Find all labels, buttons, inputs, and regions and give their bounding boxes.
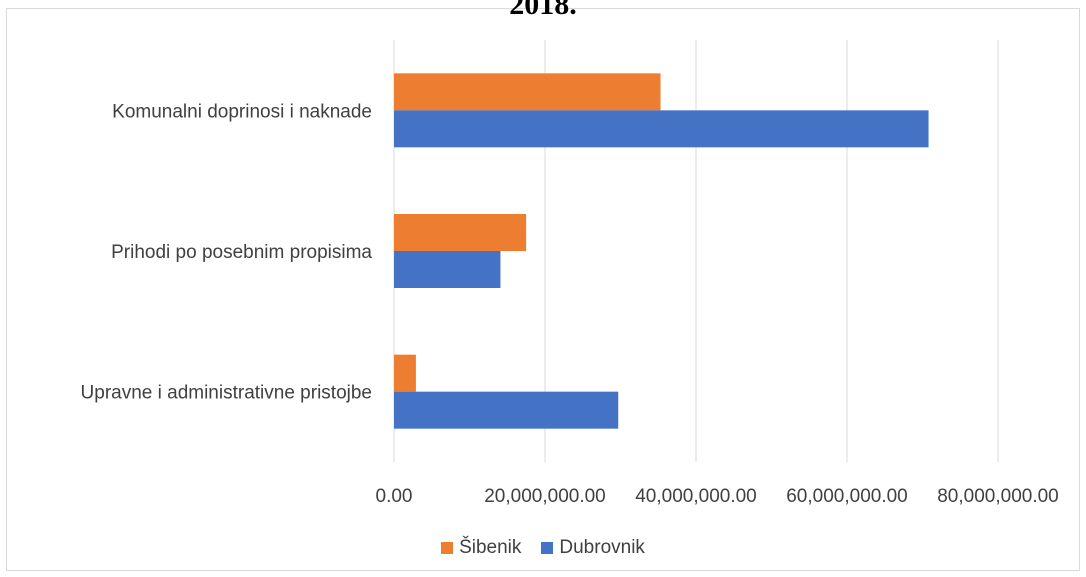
x-tick-label: 20,000,000.00	[484, 486, 606, 507]
legend-swatch-dubrovnik	[541, 542, 554, 554]
x-tick-label: 80,000,000.00	[937, 486, 1059, 507]
category-label: Komunalni doprinosi i naknade	[112, 101, 372, 122]
x-tick-label: 0.00	[376, 486, 413, 507]
bar-sibenik	[394, 354, 416, 392]
legend-label-dubrovnik: Dubrovnik	[559, 537, 645, 558]
bar-dubrovnik	[394, 391, 619, 429]
legend-item-sibenik: Šibenik	[441, 537, 521, 559]
x-tick-label: 40,000,000.00	[635, 486, 757, 507]
bar-sibenik	[394, 73, 661, 111]
bar-dubrovnik	[394, 110, 929, 148]
category-label: Prihodi po posebnim propisima	[111, 242, 372, 263]
category-label: Upravne i administrativne pristojbe	[81, 383, 372, 404]
legend-item-dubrovnik: Dubrovnik	[541, 537, 645, 559]
x-tick-label: 60,000,000.00	[786, 486, 908, 507]
legend-label-sibenik: Šibenik	[459, 537, 522, 558]
bar-dubrovnik	[394, 251, 501, 288]
legend-swatch-sibenik	[441, 542, 454, 554]
legend: Šibenik Dubrovnik	[0, 537, 1086, 559]
bar-sibenik	[394, 214, 527, 251]
chart-title: 2018.	[509, 0, 577, 21]
